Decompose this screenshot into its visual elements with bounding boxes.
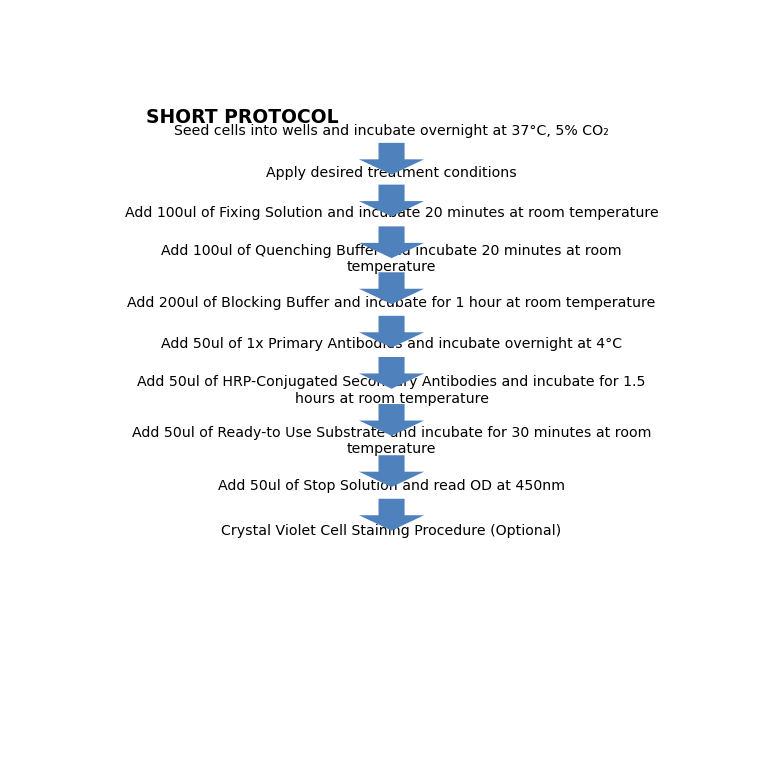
Text: Add 100ul of Fixing Solution and incubate 20 minutes at room temperature: Add 100ul of Fixing Solution and incubat…: [125, 206, 659, 221]
Polygon shape: [359, 226, 424, 258]
Text: Add 50ul of 1x Primary Antibodies and incubate overnight at 4°C: Add 50ul of 1x Primary Antibodies and in…: [161, 337, 622, 351]
Polygon shape: [359, 499, 424, 530]
Text: Add 50ul of Stop Solution and read OD at 450nm: Add 50ul of Stop Solution and read OD at…: [218, 479, 565, 493]
Text: Add 50ul of HRP-Conjugated Secondary Antibodies and incubate for 1.5
hours at ro: Add 50ul of HRP-Conjugated Secondary Ant…: [138, 375, 646, 406]
Text: Seed cells into wells and incubate overnight at 37°C, 5% CO₂: Seed cells into wells and incubate overn…: [174, 124, 609, 138]
Text: Add 100ul of Quenching Buffer and incubate 20 minutes at room
temperature: Add 100ul of Quenching Buffer and incuba…: [161, 244, 622, 274]
Polygon shape: [359, 404, 424, 435]
Text: SHORT PROTOCOL: SHORT PROTOCOL: [146, 108, 338, 127]
Text: Crystal Violet Cell Staining Procedure (Optional): Crystal Violet Cell Staining Procedure (…: [222, 523, 562, 538]
Polygon shape: [359, 143, 424, 175]
Polygon shape: [359, 316, 424, 348]
Polygon shape: [359, 455, 424, 487]
Text: Add 200ul of Blocking Buffer and incubate for 1 hour at room temperature: Add 200ul of Blocking Buffer and incubat…: [128, 296, 656, 310]
Polygon shape: [359, 185, 424, 216]
Polygon shape: [359, 357, 424, 389]
Text: Apply desired treatment conditions: Apply desired treatment conditions: [266, 166, 517, 180]
Polygon shape: [359, 272, 424, 304]
Text: Add 50ul of Ready-to Use Substrate and incubate for 30 minutes at room
temperatu: Add 50ul of Ready-to Use Substrate and i…: [132, 426, 651, 456]
